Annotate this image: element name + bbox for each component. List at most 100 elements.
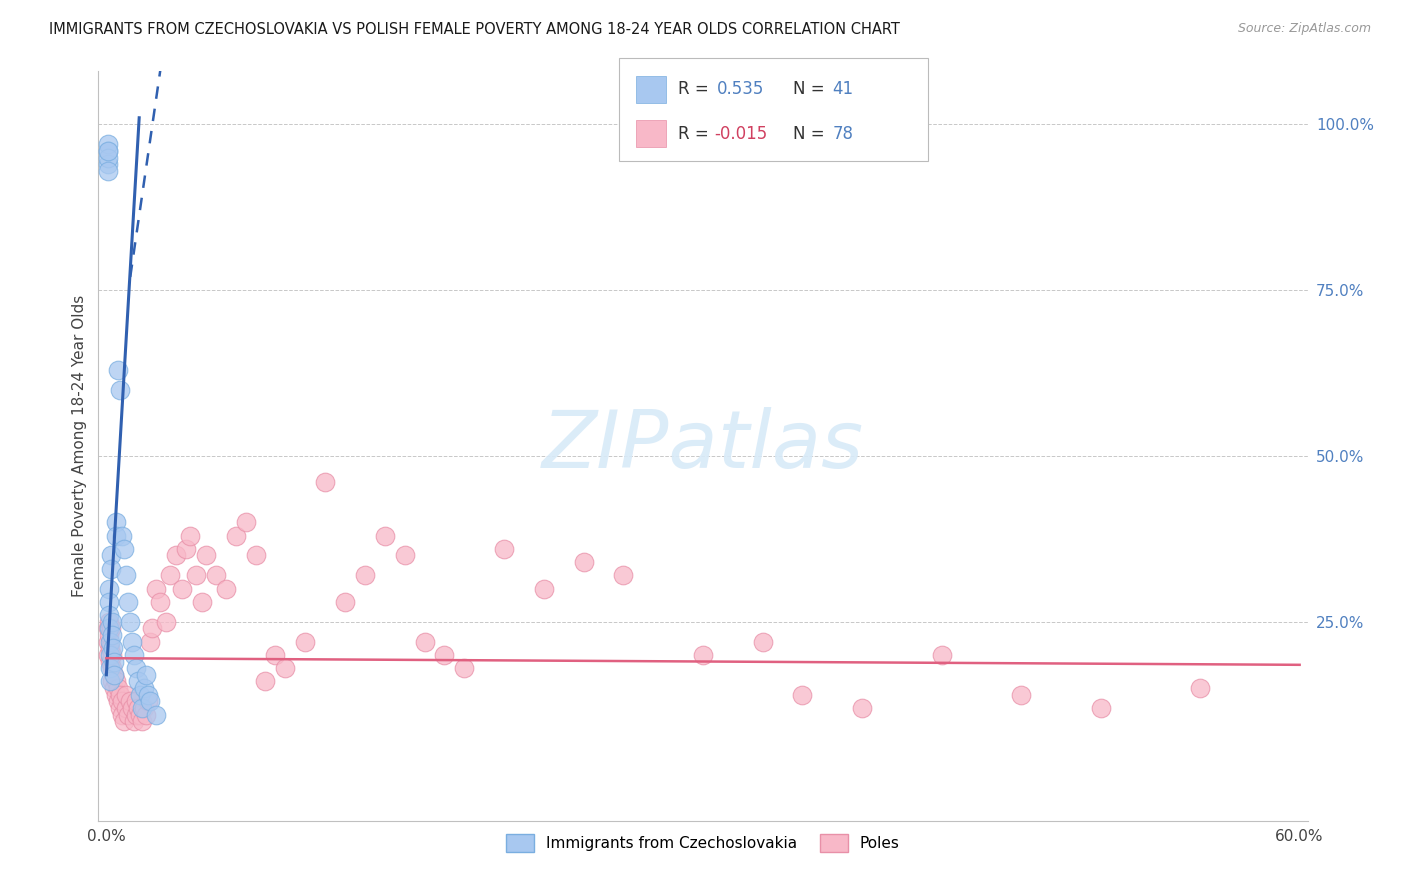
Text: 78: 78 xyxy=(832,125,853,143)
Point xyxy=(98,655,121,669)
Point xyxy=(235,515,257,529)
Point xyxy=(354,568,377,582)
Text: Source: ZipAtlas.com: Source: ZipAtlas.com xyxy=(1237,22,1371,36)
Point xyxy=(931,648,953,662)
Point xyxy=(120,615,142,629)
Point xyxy=(110,688,132,702)
Point xyxy=(134,681,156,695)
Point xyxy=(101,628,124,642)
Point xyxy=(121,634,143,648)
Point xyxy=(314,475,336,490)
Point xyxy=(433,648,456,662)
Point xyxy=(125,707,148,722)
Text: R =: R = xyxy=(678,125,714,143)
Point xyxy=(135,707,157,722)
Point xyxy=(139,634,162,648)
Point xyxy=(194,549,217,563)
Point xyxy=(105,674,128,689)
Point xyxy=(125,694,148,708)
Point xyxy=(851,701,873,715)
Point xyxy=(100,549,122,563)
Point xyxy=(294,634,316,648)
Point xyxy=(97,151,120,165)
Point xyxy=(125,661,148,675)
Point xyxy=(122,714,145,728)
Point xyxy=(131,701,153,715)
Text: IMMIGRANTS FROM CZECHOSLOVAKIA VS POLISH FEMALE POVERTY AMONG 18-24 YEAR OLDS CO: IMMIGRANTS FROM CZECHOSLOVAKIA VS POLISH… xyxy=(49,22,900,37)
Point xyxy=(139,694,162,708)
Point xyxy=(145,582,167,596)
Point xyxy=(204,568,226,582)
Point xyxy=(98,634,121,648)
Point xyxy=(141,621,163,635)
Point xyxy=(98,674,121,689)
Point xyxy=(394,549,416,563)
Point xyxy=(98,661,121,675)
Point xyxy=(100,621,122,635)
Point xyxy=(112,541,135,556)
Point xyxy=(127,701,149,715)
Point xyxy=(145,707,167,722)
Point xyxy=(115,701,138,715)
Point xyxy=(135,667,157,681)
Point xyxy=(111,528,134,542)
Point xyxy=(1010,688,1032,702)
Point xyxy=(97,621,120,635)
Point xyxy=(107,681,129,695)
Point xyxy=(127,674,149,689)
Point xyxy=(136,688,159,702)
Point xyxy=(170,582,193,596)
Point xyxy=(98,648,121,662)
Point xyxy=(453,661,475,675)
Point xyxy=(97,144,120,158)
Text: 41: 41 xyxy=(832,80,853,98)
Point xyxy=(165,549,187,563)
Text: R =: R = xyxy=(678,80,714,98)
Point xyxy=(191,595,214,609)
Point xyxy=(131,714,153,728)
Point xyxy=(110,383,132,397)
Point xyxy=(149,595,172,609)
Point xyxy=(103,641,125,656)
Point xyxy=(179,528,201,542)
Point xyxy=(117,595,139,609)
Point xyxy=(110,701,132,715)
Point xyxy=(174,541,197,556)
Point xyxy=(117,707,139,722)
Point xyxy=(103,655,125,669)
Point xyxy=(97,595,120,609)
Point xyxy=(101,674,124,689)
Point xyxy=(533,582,555,596)
Point xyxy=(97,648,120,662)
Point xyxy=(98,641,121,656)
Point xyxy=(494,541,516,556)
Text: N =: N = xyxy=(793,80,830,98)
Point xyxy=(1090,701,1112,715)
Point xyxy=(98,621,121,635)
Point xyxy=(115,568,138,582)
Point xyxy=(121,701,143,715)
Point xyxy=(101,615,124,629)
Point xyxy=(159,568,181,582)
Point xyxy=(751,634,773,648)
Point xyxy=(413,634,436,648)
Point xyxy=(105,528,128,542)
Point xyxy=(215,582,238,596)
Point xyxy=(101,661,124,675)
Point xyxy=(136,694,159,708)
Point xyxy=(1189,681,1212,695)
Text: ZIPatlas: ZIPatlas xyxy=(541,407,865,485)
Point xyxy=(225,528,247,542)
Text: N =: N = xyxy=(793,125,830,143)
Point xyxy=(97,582,120,596)
Point xyxy=(134,701,156,715)
Point xyxy=(98,608,121,623)
Point xyxy=(612,568,634,582)
Point xyxy=(97,157,120,171)
Point xyxy=(101,648,124,662)
Point xyxy=(97,615,120,629)
Point xyxy=(111,707,134,722)
Text: -0.015: -0.015 xyxy=(714,125,768,143)
Point xyxy=(105,688,128,702)
Point xyxy=(184,568,207,582)
